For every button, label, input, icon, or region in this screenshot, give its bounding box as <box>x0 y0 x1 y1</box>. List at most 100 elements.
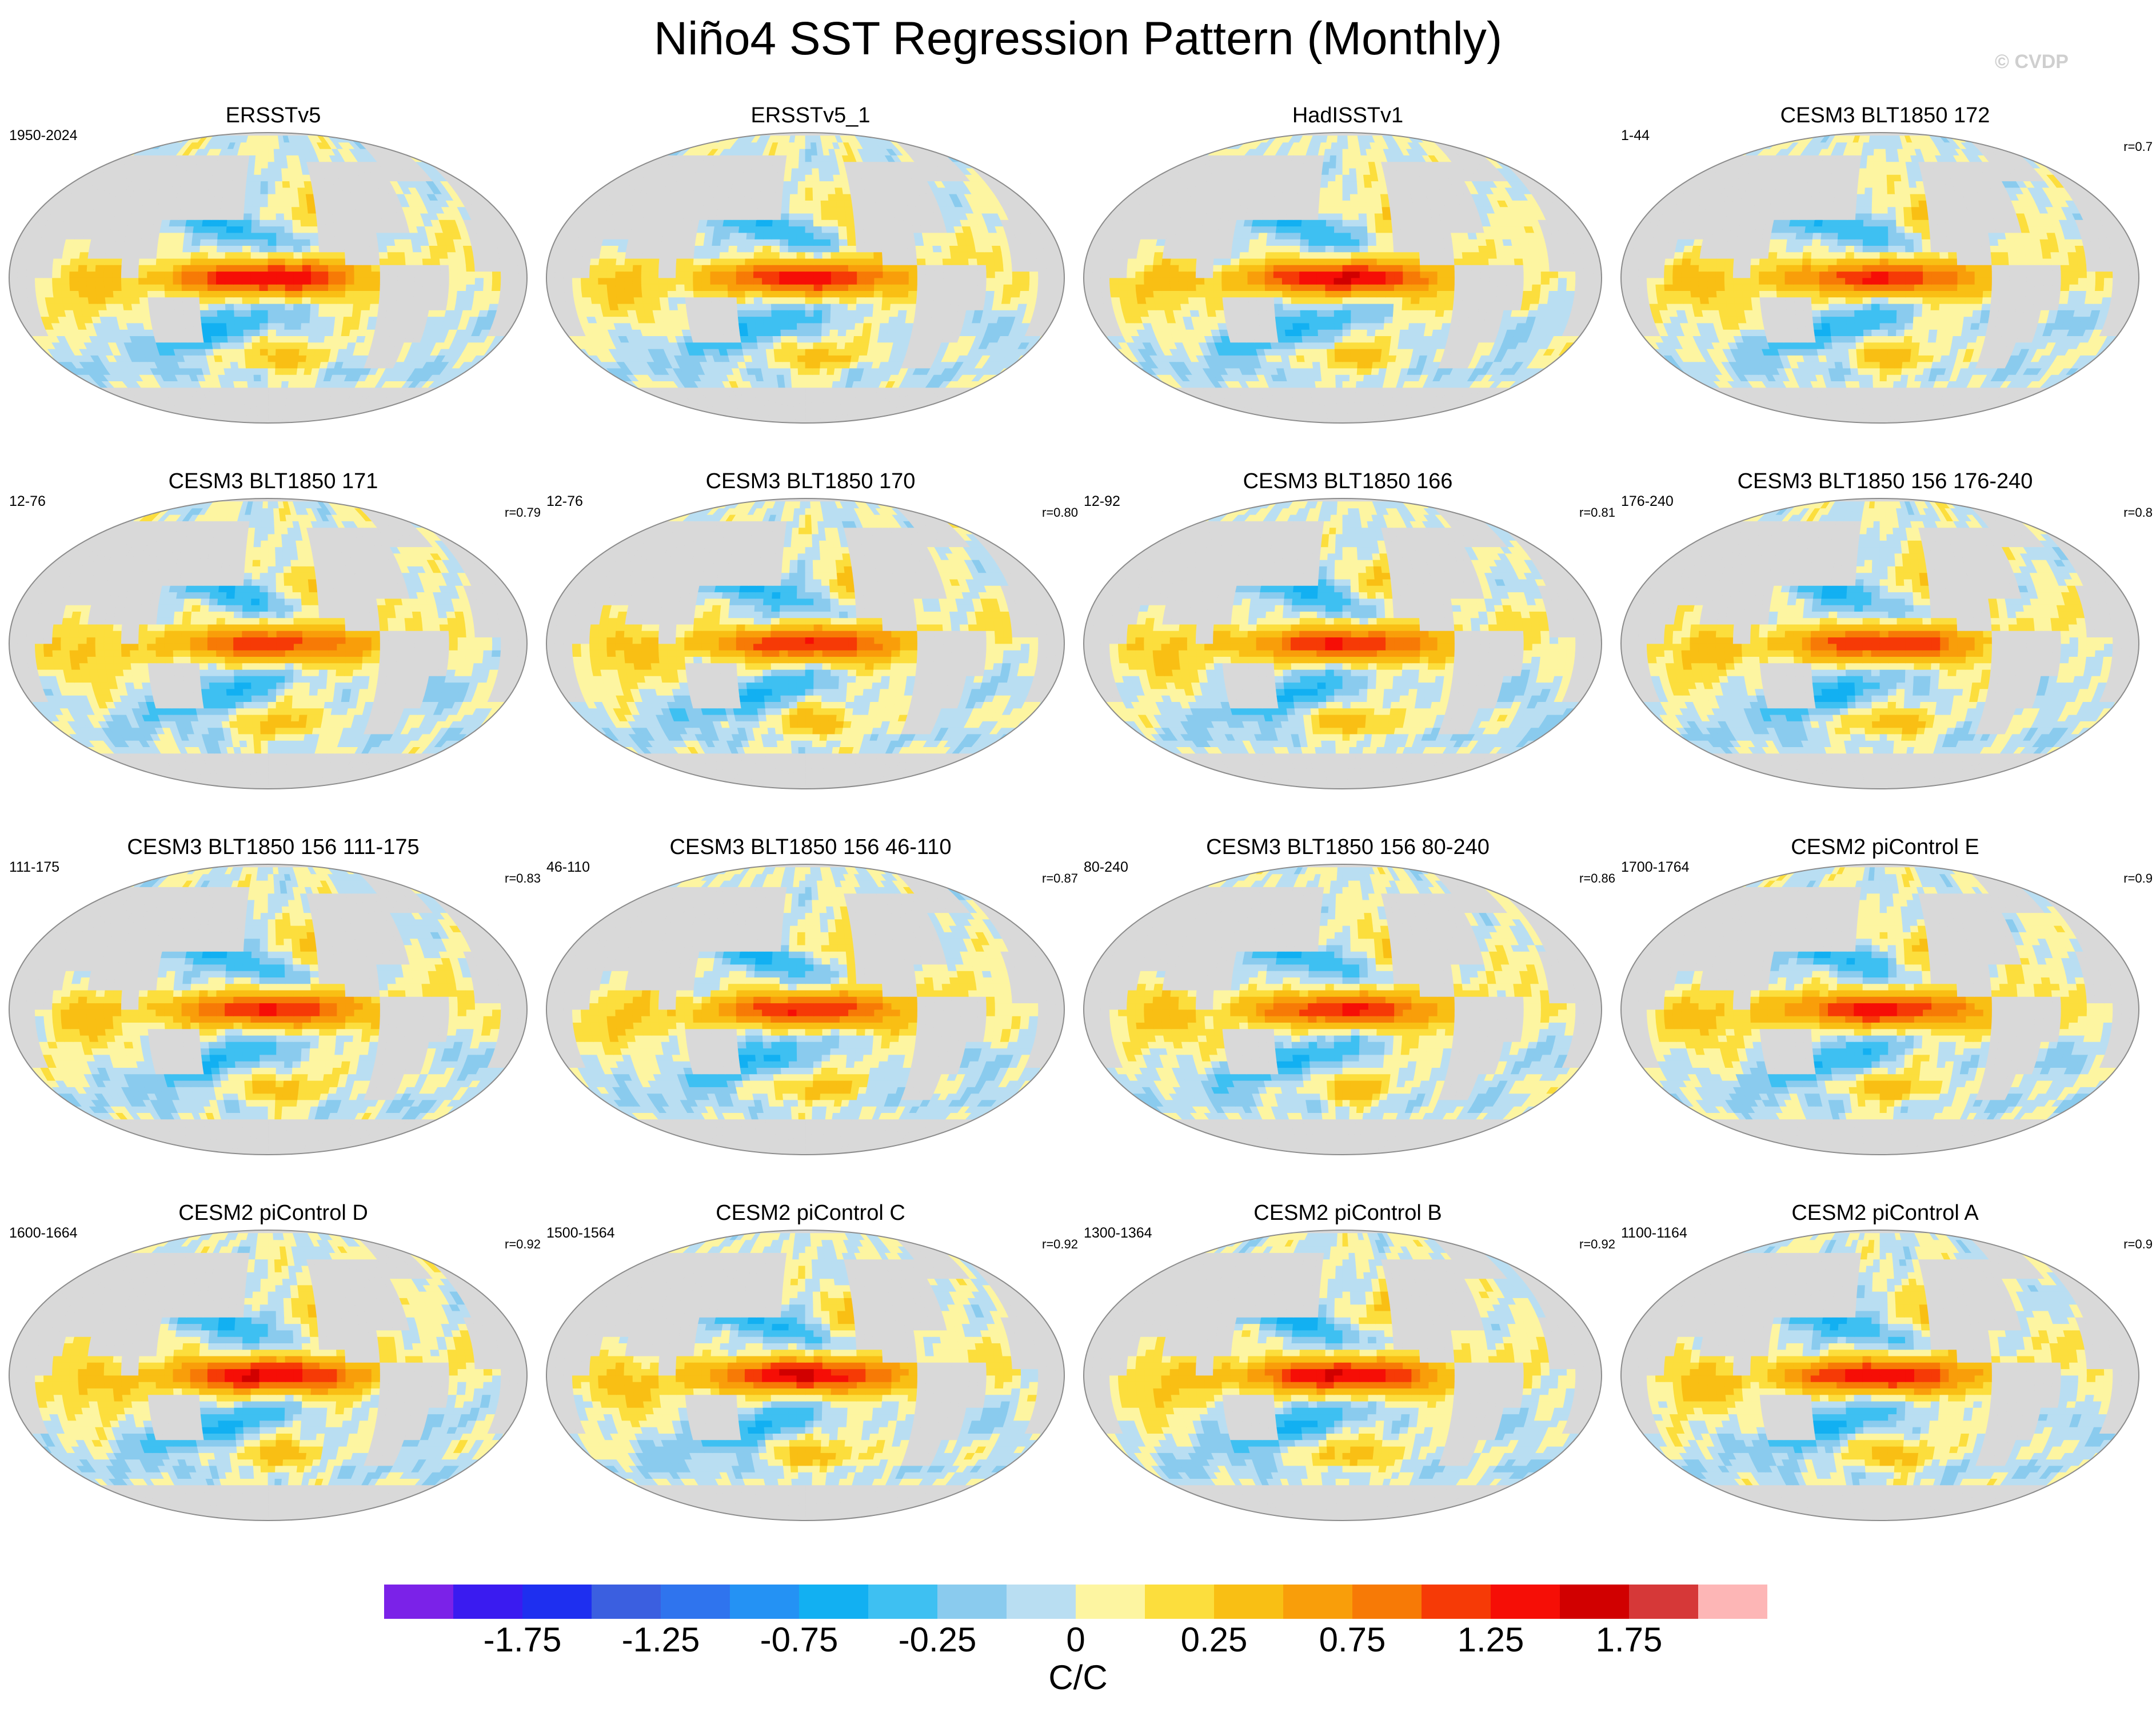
sst-cell <box>207 290 217 298</box>
sst-cell <box>227 336 237 343</box>
sst-cell <box>447 252 457 259</box>
land-cell <box>517 264 527 272</box>
land-cell <box>19 252 30 259</box>
land-cell <box>948 309 959 317</box>
sst-cell <box>413 258 424 265</box>
sst-cell <box>710 258 720 265</box>
sst-cell <box>1005 368 1020 375</box>
land-cell <box>966 303 977 310</box>
land-cell <box>332 213 342 220</box>
land-cell <box>767 187 776 194</box>
sst-cell <box>641 258 652 265</box>
sst-cell <box>805 206 814 214</box>
sst-cell <box>284 329 293 337</box>
land-cell <box>234 387 243 394</box>
sst-cell <box>35 284 45 292</box>
land-cell <box>240 167 249 175</box>
land-cell <box>147 297 158 304</box>
sst-cell <box>855 316 865 324</box>
sst-cell <box>334 316 344 324</box>
land-cell <box>121 258 131 265</box>
sst-cell <box>1027 297 1037 304</box>
land-cell <box>554 264 565 272</box>
land-cell <box>689 219 700 227</box>
sst-cell <box>199 309 210 317</box>
sst-cell <box>70 297 81 304</box>
land-cell <box>564 284 573 292</box>
sst-cell <box>874 264 884 272</box>
sst-cell <box>649 284 660 292</box>
sst-cell <box>770 297 780 304</box>
land-cell <box>944 406 962 414</box>
sst-cell <box>384 232 395 240</box>
sst-cell <box>915 245 925 253</box>
land-cell <box>414 264 424 272</box>
land-cell <box>688 226 699 233</box>
sst-cell <box>789 206 798 214</box>
land-cell <box>554 277 564 285</box>
land-cell <box>421 297 432 304</box>
sst-cell <box>261 167 269 175</box>
sst-cell <box>130 290 140 298</box>
land-cell <box>434 400 452 408</box>
land-cell <box>627 400 645 408</box>
sst-cell <box>198 277 208 285</box>
sst-cell <box>746 316 756 324</box>
land-cell <box>706 329 716 337</box>
land-cell <box>409 316 420 324</box>
sst-cell <box>207 297 217 304</box>
sst-cell <box>1001 297 1012 304</box>
sst-cell <box>465 264 476 272</box>
sst-cell <box>797 348 806 356</box>
land-cell <box>712 309 722 317</box>
sst-cell <box>345 284 355 292</box>
sst-cell <box>140 309 151 317</box>
land-cell <box>758 193 768 201</box>
land-cell <box>1055 284 1064 292</box>
sst-cell <box>1002 258 1012 265</box>
sst-cell <box>157 245 167 253</box>
land-cell <box>680 413 697 420</box>
sst-cell <box>428 238 438 246</box>
land-cell <box>406 400 422 408</box>
sst-cell <box>173 284 182 292</box>
sst-cell <box>318 303 328 310</box>
sst-cell <box>863 322 873 330</box>
land-cell <box>405 290 415 298</box>
sst-cell <box>298 355 308 362</box>
sst-cell <box>701 277 711 285</box>
land-cell <box>1036 258 1047 265</box>
sst-cell <box>213 348 222 356</box>
sst-cell <box>753 258 763 265</box>
sst-cell <box>267 200 277 207</box>
land-cell <box>749 206 758 214</box>
sst-cell <box>405 258 415 265</box>
sst-cell <box>616 252 626 259</box>
sst-cell <box>754 316 764 324</box>
land-cell <box>770 167 779 175</box>
sst-cell <box>776 374 785 382</box>
sst-cell <box>155 264 165 272</box>
sst-cell <box>725 342 735 349</box>
sst-cell <box>235 336 245 343</box>
sst-cell <box>198 264 209 272</box>
sst-cell <box>812 381 820 388</box>
land-cell <box>1037 271 1048 278</box>
land-cell <box>658 258 669 265</box>
land-cell <box>634 245 645 253</box>
sst-cell <box>668 303 678 310</box>
sst-cell <box>916 252 926 259</box>
land-cell <box>26 284 36 292</box>
land-cell <box>157 309 167 317</box>
land-cell <box>325 219 334 227</box>
sst-cell <box>779 252 789 259</box>
sst-cell <box>805 361 813 369</box>
sst-cell <box>672 322 682 330</box>
sst-cell <box>276 316 285 324</box>
sst-cell <box>921 232 932 240</box>
land-cell <box>546 264 556 272</box>
sst-cell <box>456 290 466 298</box>
land-cell <box>590 252 601 259</box>
land-cell <box>879 226 889 233</box>
sst-cell <box>805 258 815 265</box>
